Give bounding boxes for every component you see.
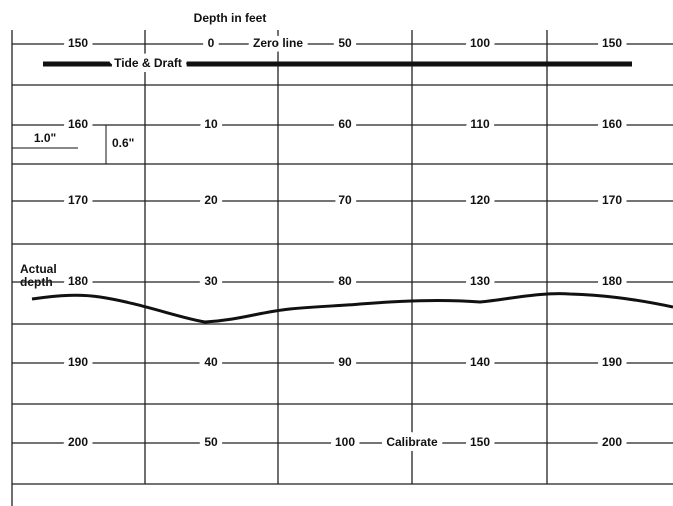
depth-label: 170 [68,193,88,207]
depth-label: 150 [68,36,88,50]
depth-label: 100 [470,36,490,50]
depth-label: 10 [204,117,218,131]
depth-label: 30 [204,274,218,288]
depth-rows: 150 0 Zero line 50 100 150 160 10 60 110 160 170 20 7… [12,31,673,454]
tide-label: Tide & Draft [114,56,182,70]
depth-label: 80 [338,274,352,288]
depth-label: 190 [602,355,622,369]
depth-label: 40 [204,355,218,369]
depth-label: 0 [208,36,215,50]
depth-label: 50 [204,435,218,449]
depth-label: 110 [470,117,490,131]
actual-label: Actual [20,262,57,276]
depth-label: 160 [602,117,622,131]
depth-label: 50 [338,36,352,50]
depth-trace [31,292,673,324]
depth-label: 170 [602,193,622,207]
depth-label: 90 [338,355,352,369]
scale-label: 1.0" [34,131,56,145]
depth-label: 20 [204,193,218,207]
depth-label: 150 [470,435,490,449]
depth-label: 200 [602,435,622,449]
depth-label: Zero line [253,36,303,50]
depth-label: 140 [470,355,490,369]
depth-label: 130 [470,274,490,288]
depth-label: 150 [602,36,622,50]
depth-label: 180 [602,274,622,288]
depth-label: 70 [338,193,352,207]
depth-label: 120 [470,193,490,207]
depth-label: 60 [338,117,352,131]
depth-label: 160 [68,117,88,131]
depth-label: Calibrate [386,435,438,449]
depth-label: 190 [68,355,88,369]
title: Depth in feet [194,11,267,25]
depth-label: 180 [68,274,88,288]
depth-label: 100 [335,435,355,449]
scale-label: 0.6" [112,136,134,150]
depth-label: 200 [68,435,88,449]
